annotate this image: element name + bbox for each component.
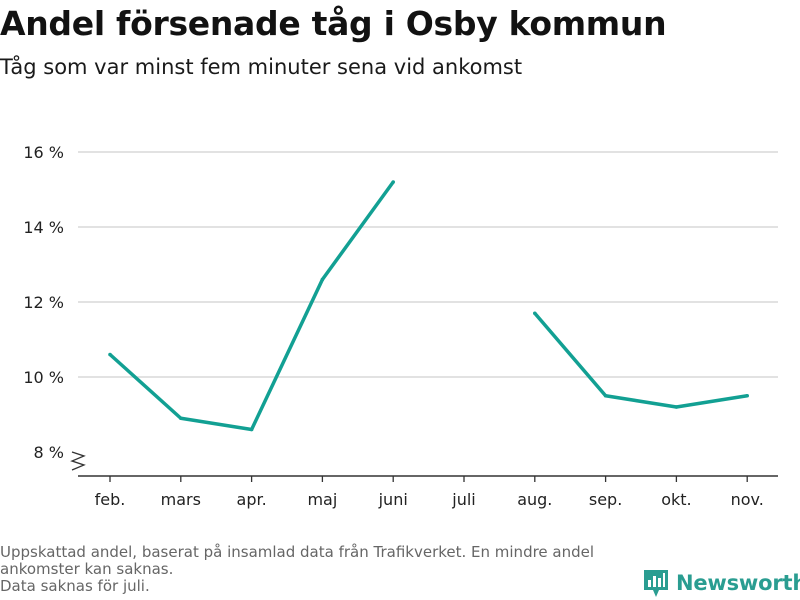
data-point: [320, 277, 325, 282]
data-point: [391, 180, 396, 184]
data-point: [108, 352, 112, 357]
y-tick-label: 8 %: [34, 443, 64, 462]
newsworthy-logo-icon: [644, 570, 668, 597]
x-tick-label: maj: [307, 490, 337, 509]
x-tick-label: apr.: [237, 490, 267, 509]
x-tick-label: juli: [451, 490, 475, 509]
x-tick-label: aug.: [517, 490, 552, 509]
y-tick-label: 16 %: [23, 143, 64, 162]
footnote: Uppskattad andel, baserat på insamlad da…: [0, 544, 630, 595]
data-point: [745, 393, 749, 398]
data-point: [179, 416, 183, 421]
y-tick-label: 10 %: [23, 368, 64, 387]
newsworthy-brand: Newsworthy: [644, 568, 800, 598]
data-point: [533, 311, 537, 316]
brand-name: Newsworthy: [676, 571, 800, 595]
footnote-missing-data: Data saknas för juli.: [0, 577, 150, 595]
chart-subtitle: Tåg som var minst fem minuter sena vid a…: [0, 55, 523, 79]
y-tick-label: 12 %: [23, 293, 64, 312]
data-point: [603, 393, 608, 398]
series-line: [108, 180, 395, 432]
x-tick-label: nov.: [731, 490, 764, 509]
footnote-source: Uppskattad andel, baserat på insamlad da…: [0, 543, 595, 578]
line-chart: 8 % 10 % 12 % 14 % 16 % feb. mars apr. maj juni ju…: [23, 143, 778, 509]
x-tick-label: okt.: [661, 490, 691, 509]
chart-title: Andel försenade tåg i Osby kommun: [0, 4, 667, 43]
x-tick-label: feb.: [95, 490, 126, 509]
series-line: [533, 312, 748, 409]
data-point: [249, 427, 254, 432]
y-tick-label: 14 %: [23, 218, 64, 237]
x-tick-label: mars: [161, 490, 201, 509]
data-point: [674, 405, 679, 409]
x-tick-label: juni: [378, 490, 408, 509]
axis-break-icon: [70, 451, 86, 471]
x-tick-label: sep.: [589, 490, 622, 509]
